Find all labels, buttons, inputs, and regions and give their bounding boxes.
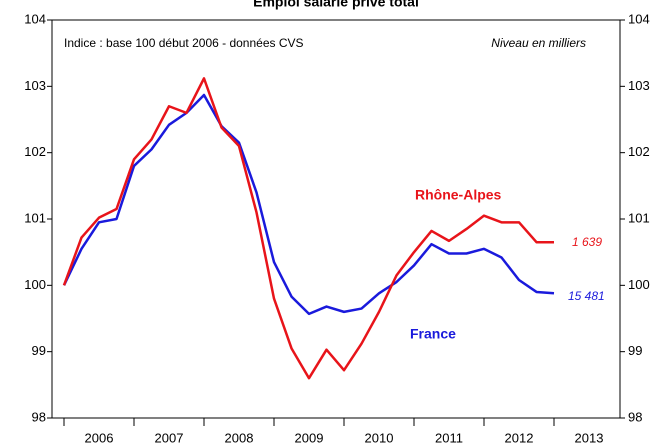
- y2-tick-label: 99: [628, 343, 642, 358]
- x-tick-label: 2011: [435, 430, 463, 445]
- chart-title: Emploi salarié privé total: [253, 0, 419, 10]
- y2-tick-label: 98: [628, 409, 642, 424]
- x-tick-label: 2006: [85, 430, 114, 445]
- y2-tick-label: 103: [628, 78, 650, 93]
- y2-tick-label: 102: [628, 144, 650, 159]
- y-tick-label: 103: [24, 78, 46, 93]
- y-tick-label: 104: [24, 11, 46, 26]
- series-line: [62, 93, 555, 316]
- x-tick-label: 2008: [225, 430, 254, 445]
- x-tick-label: 2010: [365, 430, 394, 445]
- legend-label: France: [410, 326, 456, 342]
- y-tick-label: 101: [24, 210, 46, 225]
- y-tick-label: 102: [24, 144, 46, 159]
- x-tick-label: 2007: [155, 430, 184, 445]
- end-label: 1 639: [572, 235, 602, 249]
- x-tick-label: 2013: [575, 430, 604, 445]
- x-tick-label: 2009: [295, 430, 324, 445]
- x-tick-label: 2012: [505, 430, 534, 445]
- y-tick-label: 99: [32, 343, 46, 358]
- note: Niveau en milliers: [491, 36, 586, 50]
- subtitle: Indice : base 100 début 2006 - données C…: [64, 36, 304, 50]
- series-line: [62, 77, 554, 380]
- plot-frame: [51, 19, 621, 419]
- legend-label: Rhône-Alpes: [415, 187, 502, 203]
- end-label: 15 481: [568, 289, 605, 303]
- y2-tick-label: 100: [628, 277, 650, 292]
- y2-tick-label: 104: [628, 11, 650, 26]
- y-tick-label: 98: [32, 409, 46, 424]
- y-tick-label: 100: [24, 277, 46, 292]
- y2-tick-label: 101: [628, 210, 650, 225]
